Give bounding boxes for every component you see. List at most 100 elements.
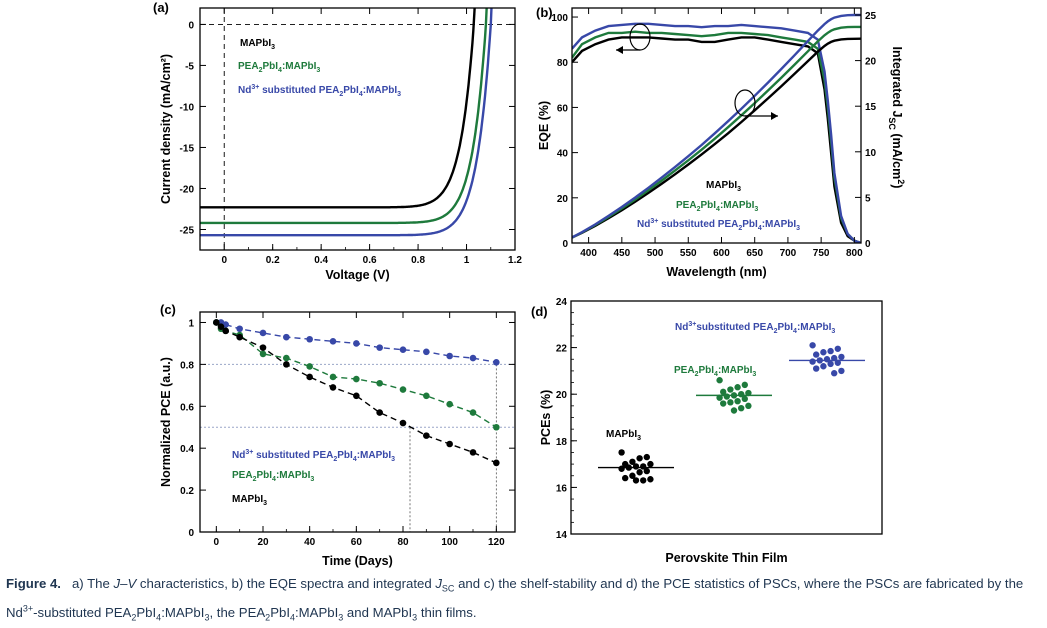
- category-label-black: MAPbI3: [606, 429, 641, 442]
- y-right-tick-label: 20: [865, 57, 877, 68]
- left-arrow-head: [616, 46, 623, 54]
- data-point-green: [353, 375, 360, 383]
- x-tick-label: 600: [713, 248, 730, 259]
- data-point-black: [469, 449, 477, 456]
- data-point-blue: [353, 340, 360, 347]
- data-point-black: [283, 361, 290, 368]
- x-axis-label: Voltage (V): [325, 268, 389, 282]
- x-tick-label: 0.2: [266, 255, 280, 266]
- stability-line-blue: [216, 321, 497, 363]
- pce-point-blue: [834, 359, 841, 366]
- data-point-black: [213, 319, 220, 326]
- legend-entry-black: MAPbI3: [706, 180, 741, 193]
- x-tick-label: 650: [746, 248, 763, 259]
- y-tick-label: 22: [556, 344, 568, 355]
- pce-point-green: [720, 388, 727, 396]
- y-right-tick-label: 0: [865, 239, 871, 250]
- y-tick-label: 18: [556, 437, 568, 448]
- data-point-black: [353, 392, 360, 400]
- data-point-blue: [469, 354, 477, 362]
- data-point-black: [329, 384, 337, 391]
- y-tick-label: -10: [180, 102, 195, 113]
- y-tick-label: -20: [180, 184, 195, 195]
- pce-point-black: [643, 453, 650, 461]
- stability-line-green: [215, 322, 497, 428]
- pce-point-black: [618, 449, 625, 456]
- data-point-black: [423, 432, 430, 439]
- data-point-black: [217, 323, 225, 330]
- panel-label-a: (a): [153, 0, 169, 15]
- x-tick-label: 750: [813, 248, 830, 259]
- pce-point-black: [640, 477, 647, 484]
- data-point-black: [446, 440, 453, 448]
- y-tick-label: 14: [556, 530, 568, 541]
- data-point-green: [399, 386, 407, 393]
- data-point-blue: [376, 344, 383, 351]
- pce-point-black: [636, 469, 643, 476]
- y-tick-label: 1: [188, 318, 194, 329]
- x-tick-label: 700: [780, 248, 797, 259]
- data-point-green: [446, 400, 453, 408]
- pce-point-black: [647, 460, 654, 468]
- data-point-black: [399, 419, 407, 427]
- x-tick-label: 400: [580, 248, 597, 259]
- legend-entry-black: MAPbI3: [232, 494, 267, 507]
- pce-point-green: [720, 400, 727, 407]
- pce-point-blue: [820, 363, 827, 370]
- y-right-tick-label: 25: [865, 11, 877, 22]
- pce-point-black: [629, 458, 636, 465]
- panel-a: 0 0.2 0.4 0.6 0.8 1 1.2 0 -5 -10 -15 -20 -25 (a) Volta…: [153, 0, 522, 282]
- x-tick-label: 60: [351, 537, 363, 548]
- y-tick-label: -5: [185, 61, 194, 72]
- pce-point-black: [618, 465, 625, 472]
- x-tick-label: 800: [846, 248, 863, 259]
- plot-frame: [571, 7, 862, 244]
- panel-label-c: (c): [160, 302, 176, 317]
- pce-point-green: [741, 381, 748, 389]
- data-point-blue: [329, 338, 337, 345]
- data-point-green: [283, 354, 290, 362]
- x-tick-label: 1.2: [508, 255, 522, 266]
- pce-point-black: [632, 463, 640, 470]
- data-point-black: [376, 409, 383, 416]
- jv-curve-blue: [200, 8, 493, 237]
- plot-frame: [570, 300, 883, 535]
- pce-point-blue: [813, 365, 820, 372]
- pce-point-green: [738, 404, 745, 412]
- y-tick-label: -15: [180, 143, 195, 154]
- y-tick-label: 60: [557, 103, 569, 114]
- y-tick-label: 0.6: [180, 402, 194, 413]
- pce-point-green: [727, 386, 734, 393]
- y-tick-label: 0: [562, 239, 568, 250]
- x-tick-label: 0.4: [314, 255, 328, 266]
- y-tick-label: 40: [557, 149, 569, 160]
- data-point-blue: [306, 335, 313, 343]
- pce-point-green: [745, 402, 752, 410]
- y-right-tick-label: 5: [865, 193, 871, 204]
- x-tick-label: 0: [214, 537, 220, 548]
- pce-point-blue: [838, 353, 845, 361]
- legend-entry-black: MAPbI3: [240, 38, 275, 51]
- jsc-curve-blue: [572, 13, 861, 239]
- pce-point-green: [745, 389, 752, 397]
- data-point-green: [259, 350, 267, 358]
- panel-label-b: (b): [536, 5, 553, 20]
- panel-b: 400 450 500 550 600 650 700 750 8000204060801000…: [536, 5, 906, 279]
- category-label-green: PEA2PbI4:MAPbI3: [674, 365, 756, 378]
- legend-entry-green: PEA2PbI4:MAPbI3: [232, 470, 314, 483]
- pce-point-green: [723, 393, 730, 400]
- panel-label-d: (d): [531, 304, 548, 319]
- figure-caption: Figure 4. a) The J–V characteristics, b)…: [6, 574, 1042, 628]
- eqe-curve-blue: [572, 22, 861, 243]
- y-tick-label: 0.8: [180, 360, 194, 371]
- pce-point-black: [629, 472, 636, 479]
- data-point-green: [493, 423, 500, 431]
- plot-frame: [199, 7, 516, 251]
- y-tick-label: -25: [180, 225, 195, 236]
- y-tick-label: 100: [551, 13, 568, 24]
- jv-curve-black: [200, 8, 476, 209]
- x-tick-label: 0.6: [363, 255, 377, 266]
- data-point-blue: [283, 333, 290, 341]
- x-tick-label: 1: [464, 255, 470, 266]
- legend-entry-green: PEA2PbI4:MAPbI3: [238, 61, 320, 74]
